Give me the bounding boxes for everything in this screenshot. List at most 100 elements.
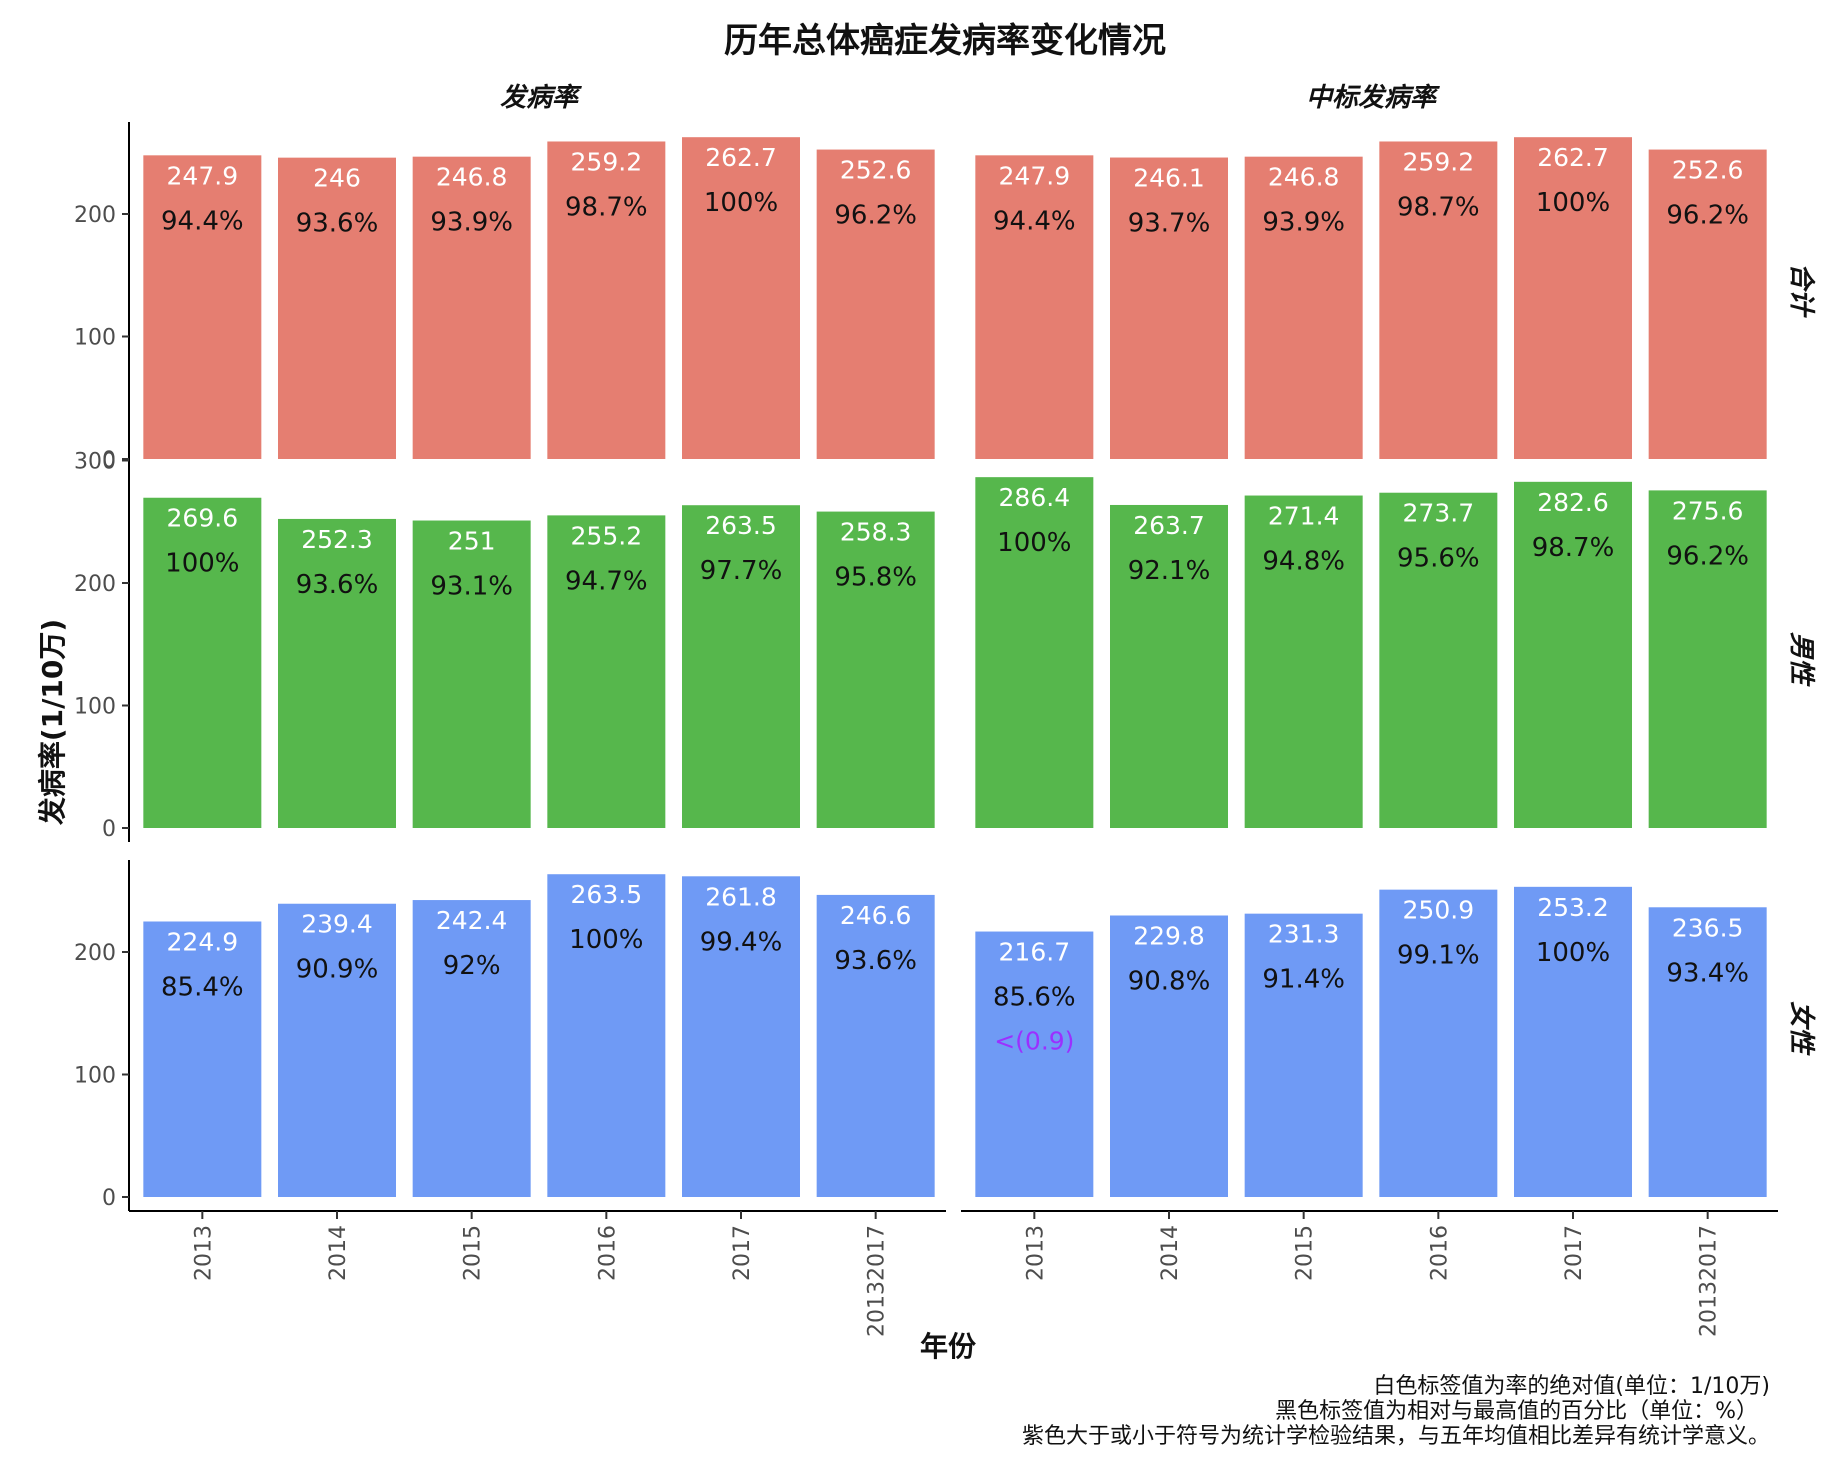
bar-percent-label: 100% — [165, 549, 239, 579]
bar-percent-label: 100% — [569, 925, 643, 955]
column-strip-label: 中标发病率 — [1306, 83, 1440, 113]
y-tick-label: 300 — [74, 450, 116, 475]
x-tick-label: 20132017 — [865, 1225, 890, 1337]
bar — [816, 894, 935, 1197]
bar-percent-label: 93.6% — [296, 209, 379, 239]
caption: 白色标签值为率的绝对值(单位：1/10万) 黑色标签值为相对与最高值的百分比（单… — [1022, 1374, 1770, 1449]
bar — [547, 515, 666, 828]
bar-percent-label: 96.2% — [1666, 541, 1749, 571]
bar-value-label: 259.2 — [1403, 147, 1475, 176]
bar-percent-label: 96.2% — [1666, 201, 1749, 231]
bar — [1379, 889, 1498, 1197]
bar-value-label: 286.4 — [999, 483, 1071, 512]
x-tick-label: 2014 — [326, 1225, 351, 1281]
bar — [816, 149, 935, 459]
bar-value-label: 262.7 — [705, 143, 777, 172]
y-tick-label: 0 — [102, 817, 116, 842]
y-tick-label: 200 — [74, 572, 116, 597]
bar-value-label: 252.6 — [1672, 156, 1744, 185]
bar-value-label: 216.7 — [999, 938, 1071, 967]
bar — [547, 141, 666, 460]
bar-value-label: 246.6 — [840, 901, 912, 930]
bar-value-label: 247.9 — [167, 161, 239, 190]
bar — [412, 520, 531, 828]
bar-percent-label: 95.6% — [1397, 544, 1480, 574]
y-tick-label: 100 — [74, 695, 116, 720]
bar-value-label: 236.5 — [1672, 913, 1744, 942]
panel: 247.9 94.4% 246 93.6% 246.8 93.9% 259.2 98.7% 26… — [143, 137, 935, 460]
bar — [1110, 915, 1228, 1197]
bar-value-label: 261.8 — [705, 882, 777, 911]
x-tick-label: 2017 — [1562, 1225, 1587, 1281]
bar-percent-label: 96.2% — [834, 201, 917, 231]
bar-value-label: 246.8 — [436, 163, 508, 192]
bar-value-label: 255.2 — [571, 521, 643, 550]
bar-percent-label: 92% — [443, 951, 501, 981]
bar — [412, 156, 531, 460]
bar — [975, 477, 1094, 828]
bar — [1244, 913, 1363, 1197]
bar-percent-label: 93.1% — [430, 572, 513, 602]
bar-percent-label: 99.1% — [1397, 941, 1480, 971]
bar — [1244, 495, 1363, 828]
bar-percent-label: 95.8% — [834, 563, 917, 593]
chart-title: 历年总体癌症发病率变化情况 — [724, 21, 1166, 61]
x-tick-label: 2014 — [1158, 1225, 1183, 1281]
bar-percent-label: 85.4% — [161, 972, 244, 1002]
bar-percent-label: 93.7% — [1128, 209, 1211, 239]
column-strip-label: 发病率 — [500, 83, 582, 113]
bar-value-label: 246 — [313, 164, 361, 193]
x-tick-label: 2013 — [1023, 1225, 1048, 1281]
bar-significance-label: <(0.9) — [994, 1027, 1074, 1056]
bar-value-label: 246.1 — [1133, 164, 1205, 193]
bar-percent-label: 100% — [704, 188, 778, 218]
bar-value-label: 271.4 — [1268, 502, 1340, 531]
x-tick-label: 2016 — [1427, 1225, 1452, 1281]
panel: 269.6 100% 252.3 93.6% 251 93.1% 255.2 94.7% 263… — [143, 497, 935, 828]
panel: 216.7 85.6% <(0.9) 229.8 90.8% 231.3 91.4% 250.… — [975, 886, 1767, 1197]
bar — [1110, 504, 1228, 828]
bar-value-label: 252.3 — [301, 525, 373, 554]
x-tick-label: 2015 — [461, 1225, 486, 1281]
bar — [682, 876, 800, 1197]
x-tick-label: 2016 — [595, 1225, 620, 1281]
x-axis-title: 年份 — [920, 1330, 976, 1363]
bar — [143, 497, 262, 828]
bar — [1110, 157, 1228, 459]
bar-value-label: 269.6 — [167, 504, 239, 533]
bar-percent-label: 92.1% — [1128, 556, 1211, 586]
bar-value-label: 258.3 — [840, 518, 912, 547]
bar — [816, 511, 935, 828]
bar-percent-label: 93.4% — [1666, 958, 1749, 988]
bar — [412, 900, 531, 1197]
x-tick-label: 2015 — [1293, 1225, 1318, 1281]
bar-percent-label: 90.8% — [1128, 966, 1211, 996]
bar-value-label: 247.9 — [999, 161, 1071, 190]
bar-percent-label: 93.6% — [296, 570, 379, 600]
bar-percent-label: 100% — [1536, 938, 1610, 968]
y-tick-label: 0 — [102, 1186, 116, 1211]
bar-value-label: 262.7 — [1537, 143, 1609, 172]
bar-percent-label: 98.7% — [1397, 192, 1480, 222]
bar-percent-label: 98.7% — [565, 192, 648, 222]
bar-value-label: 231.3 — [1268, 920, 1340, 949]
bar — [143, 921, 262, 1197]
bar-value-label: 250.9 — [1403, 896, 1475, 925]
bar-percent-label: 99.4% — [700, 927, 783, 957]
caption-line-1: 白色标签值为率的绝对值(单位：1/10万) — [1373, 1374, 1770, 1399]
y-tick-label: 200 — [74, 203, 116, 228]
bar-value-label: 263.5 — [705, 511, 777, 540]
bar — [1514, 137, 1632, 459]
bar-value-label: 239.4 — [301, 910, 373, 939]
bar-value-label: 224.9 — [167, 927, 239, 956]
y-tick-label: 0 — [102, 448, 116, 473]
bar — [975, 155, 1094, 459]
panel: 286.4 100% 263.7 92.1% 271.4 94.8% 273.7 95.6% 2… — [975, 477, 1767, 828]
bar-percent-label: 90.9% — [296, 955, 379, 985]
bar-value-label: 251 — [448, 527, 496, 556]
bar-value-label: 259.2 — [571, 147, 643, 176]
bar — [1514, 886, 1632, 1197]
bar — [547, 874, 666, 1197]
